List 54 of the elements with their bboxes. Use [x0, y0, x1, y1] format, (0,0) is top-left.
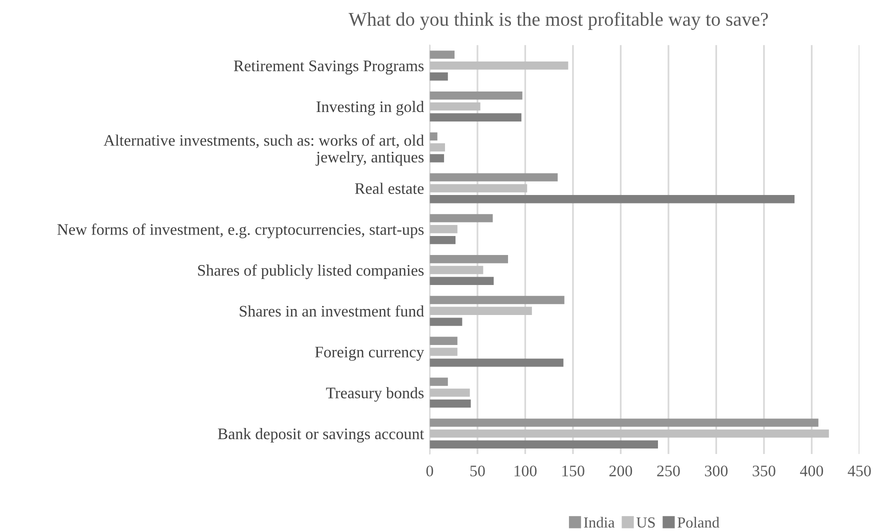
- x-tick-label: 150: [562, 466, 584, 476]
- bar: [430, 214, 493, 222]
- bar: [430, 276, 494, 286]
- bar: [430, 91, 522, 100]
- bar: [430, 306, 532, 315]
- bar: [430, 184, 528, 192]
- x-tick-label: 200: [609, 466, 632, 476]
- x-tick-label: 350: [752, 466, 776, 476]
- y-tick-label: Shares of publicly listed companies: [198, 264, 424, 280]
- bar: [430, 173, 558, 182]
- bar: [430, 72, 448, 81]
- legend-label: Poland: [678, 516, 720, 528]
- bar: [430, 348, 458, 356]
- y-tick-label: Alternative investments, such as: works of art, old jewelry, antiques: [104, 134, 424, 166]
- bar: [430, 225, 458, 234]
- bar: [430, 418, 818, 427]
- bar: [430, 61, 568, 70]
- y-tick-label: Real estate: [355, 182, 424, 194]
- bar: [430, 399, 471, 408]
- bar: [430, 266, 484, 274]
- bar: [430, 236, 456, 244]
- bar: [430, 388, 470, 397]
- x-tick-label: 50: [470, 466, 485, 476]
- bar: [430, 102, 480, 111]
- bar: [430, 296, 564, 304]
- x-tick-label: 100: [514, 466, 537, 476]
- y-tick-label: New forms of investment, e.g. cryptocurrencies, start-ups: [57, 224, 424, 238]
- y-tick-label: Retirement Savings Programs: [234, 60, 424, 75]
- y-tick-label: Investing in gold: [316, 100, 424, 116]
- bar: [430, 50, 455, 59]
- x-tick-label: 300: [705, 466, 728, 476]
- x-tick-label: 400: [800, 466, 824, 476]
- x-tick-label: 0: [426, 466, 434, 476]
- y-tick-label: Bank deposit or savings account: [218, 428, 424, 443]
- chart-title: What do you think is the most profitable way to save?: [348, 12, 768, 30]
- bar: [430, 113, 522, 122]
- bar: [430, 132, 438, 141]
- x-tick-label: 450: [848, 466, 871, 476]
- y-tick-label: Foreign currency: [315, 346, 424, 361]
- y-tick-label: Shares in an investment fund: [240, 305, 424, 317]
- bar: [430, 255, 508, 264]
- bar: [430, 195, 795, 204]
- bar: [430, 358, 564, 367]
- legend-label: India: [584, 516, 615, 528]
- bar: [430, 143, 446, 152]
- x-tick-label: 250: [657, 466, 680, 476]
- legend-label: US: [636, 517, 655, 528]
- bar: [430, 378, 448, 386]
- y-tick-label: Treasury bonds: [326, 387, 424, 402]
- bar: [430, 440, 658, 449]
- bar: [430, 429, 829, 438]
- bar: [430, 154, 444, 162]
- bar: [430, 336, 458, 345]
- bar: [430, 318, 462, 326]
